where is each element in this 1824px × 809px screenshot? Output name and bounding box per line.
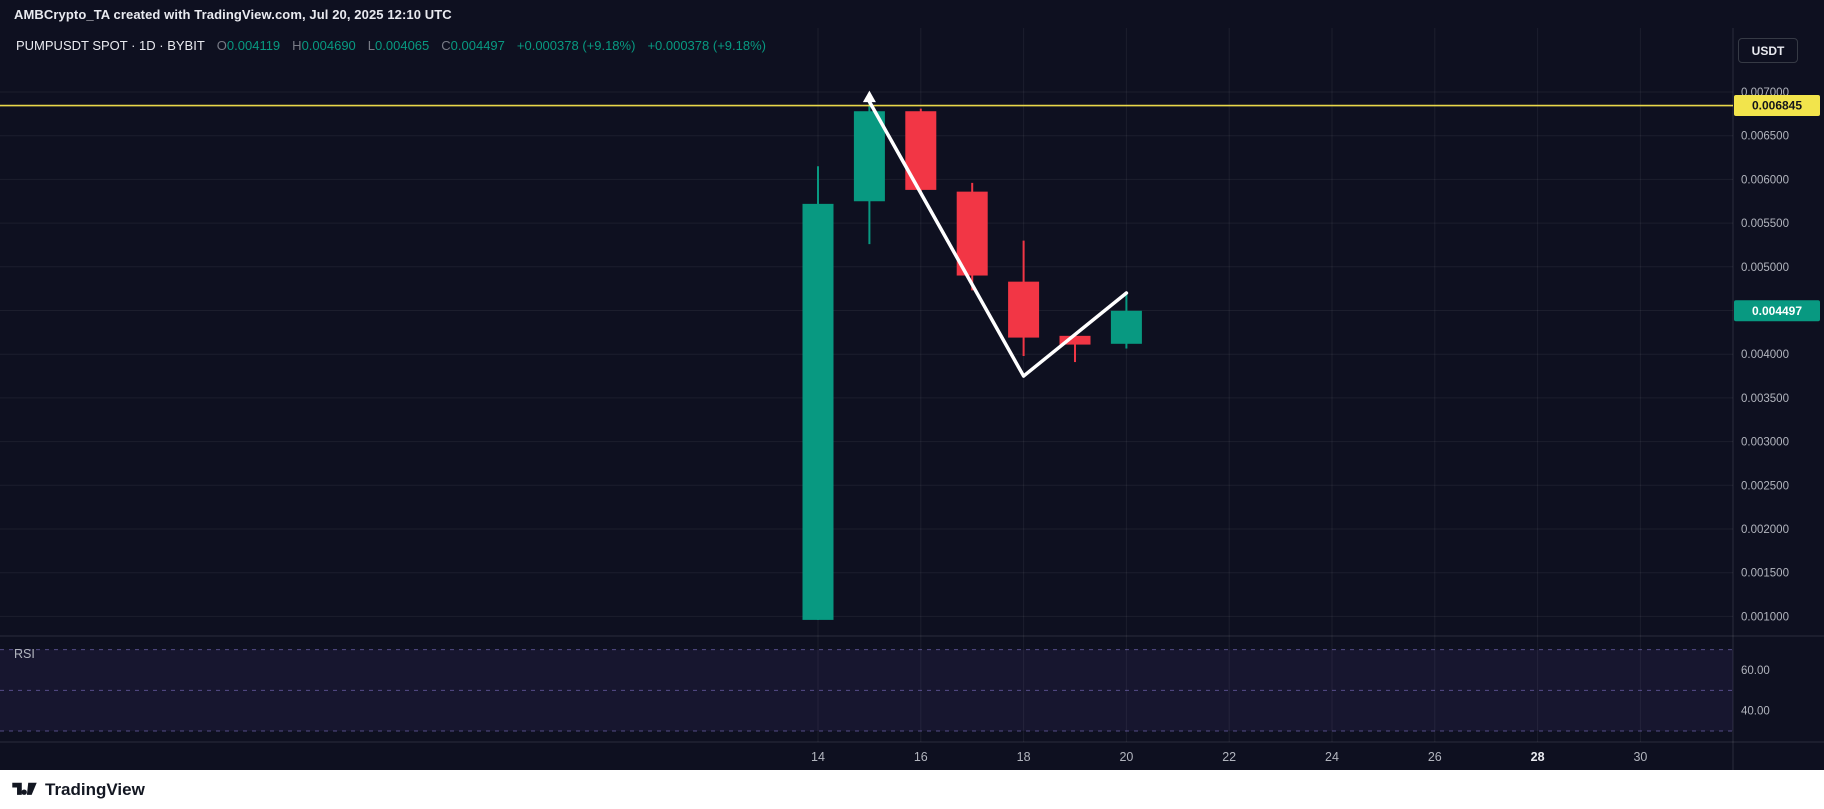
ohlc-low: L 0.004065 (368, 38, 429, 53)
ohlc-open: O 0.004119 (217, 38, 280, 53)
hline-price-label: 0.006845 (1734, 95, 1820, 117)
time-axis-label: 26 (1428, 750, 1442, 764)
price-axis-label: 0.005500 (1741, 218, 1789, 230)
candle-day-16 (905, 108, 937, 193)
price-axis-label: 0.006500 (1741, 131, 1789, 143)
trendline-start-marker (862, 90, 876, 103)
symbol-title[interactable]: PUMPUSDT SPOT · 1D · BYBIT (16, 38, 205, 53)
price-axis-label: 0.002500 (1741, 480, 1789, 492)
symbol-header: PUMPUSDT SPOT · 1D · BYBIT O 0.004119 H 0.… (16, 38, 766, 53)
price-chart[interactable]: 0.0070000.0065000.0060000.0055000.005000… (0, 0, 1824, 770)
time-axis-label: 28 (1531, 750, 1545, 764)
svg-text:0.004497: 0.004497 (1752, 304, 1802, 318)
ohlc-close-key: C (441, 38, 451, 53)
ohlc-open-key: O (216, 38, 227, 53)
time-axis[interactable]: 14 16 18 20 22 24 26 28 30 (811, 750, 1647, 764)
price-axis-label: 0.001500 (1741, 568, 1789, 580)
rsi-axis-label: 40.00 (1741, 706, 1770, 718)
candle-day-14 (802, 166, 834, 620)
price-axis-label: 0.001000 (1741, 611, 1789, 623)
ohlc-high-value: 0.004690 (301, 38, 356, 53)
ohlc-open-value: 0.004119 (226, 38, 281, 53)
price-axis-label: 0.003500 (1741, 393, 1789, 405)
time-axis-label: 24 (1325, 750, 1339, 764)
price-axis-label: 0.004000 (1741, 349, 1789, 361)
svg-text:0.006845: 0.006845 (1752, 99, 1802, 113)
grid (0, 28, 1733, 742)
price-axis-label: 0.003000 (1741, 437, 1789, 449)
time-axis-label: 22 (1222, 750, 1236, 764)
tradingview-logo-icon[interactable] (12, 780, 37, 799)
candle-day-20 (1110, 293, 1142, 349)
tradingview-brand[interactable]: TradingView (45, 779, 145, 799)
ohlc-close: C 0.004497 (441, 38, 505, 53)
time-axis-label: 18 (1017, 750, 1031, 764)
ohlc-high: H 0.004690 (292, 38, 356, 53)
last-price-label: 0.004497 (1734, 300, 1820, 322)
candle-day-15 (853, 98, 885, 245)
time-axis-label: 30 (1633, 750, 1647, 764)
candles (802, 98, 1142, 620)
rsi-indicator-label[interactable]: RSI (14, 647, 35, 661)
price-change: +0.000378 (+9.18%) (516, 38, 636, 53)
ohlc-close-value: 0.004497 (450, 38, 505, 53)
trendline[interactable] (867, 99, 1129, 378)
currency-toggle-button[interactable]: USDT (1738, 38, 1798, 63)
attribution-text: AMBCrypto_TA created with TradingView.co… (14, 7, 452, 22)
time-axis-label: 20 (1119, 750, 1133, 764)
ohlc-high-key: H (292, 38, 302, 53)
time-axis-label: 14 (811, 750, 825, 764)
price-axis-label: 0.002000 (1741, 524, 1789, 536)
price-change-secondary: +0.000378 (+9.18%) (647, 38, 766, 53)
time-axis-label: 16 (914, 750, 928, 764)
candle-day-17 (956, 182, 988, 291)
price-axis-label: 0.005000 (1741, 262, 1789, 274)
ohlc-low-key: L (367, 38, 376, 53)
candle-day-19 (1059, 334, 1091, 363)
candle-day-18 (1008, 240, 1040, 356)
price-axis-label: 0.006000 (1741, 174, 1789, 186)
footer-bar: TradingView (0, 770, 1824, 809)
price-axis[interactable]: 0.0070000.0065000.0060000.0055000.005000… (1741, 87, 1789, 718)
ohlc-low-value: 0.004065 (375, 38, 430, 53)
rsi-axis-label: 60.00 (1741, 665, 1770, 677)
